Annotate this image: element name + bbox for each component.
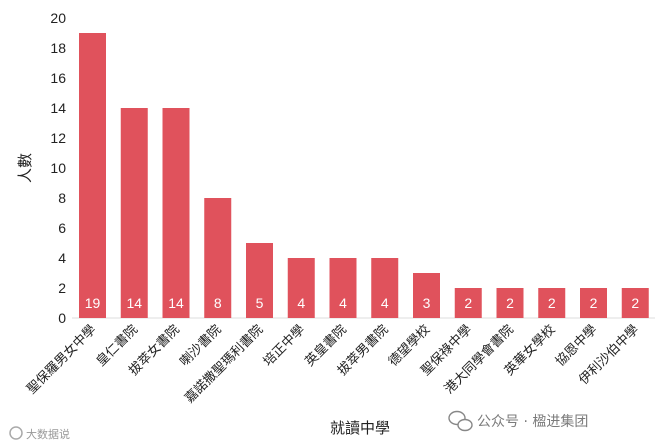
bar xyxy=(413,273,440,318)
y-tick-label: 16 xyxy=(50,70,66,86)
bar-value-label: 8 xyxy=(214,295,222,311)
y-tick-label: 6 xyxy=(58,220,66,236)
bar-value-label: 14 xyxy=(126,295,142,311)
bar xyxy=(454,288,482,318)
y-tick-label: 20 xyxy=(50,10,66,26)
watermark-right: 公众号 · 楹进集团 xyxy=(448,410,588,432)
bars: 19 14 14 8 5 4 4 4 3 2 2 2 2 2 xyxy=(79,33,649,318)
y-tick-label: 8 xyxy=(58,190,66,206)
y-axis-title: 人數 xyxy=(16,153,34,183)
bar-value-label: 19 xyxy=(85,295,101,311)
wechat-icon xyxy=(448,410,473,432)
bar-value-label: 2 xyxy=(506,295,514,311)
bar-value-label: 2 xyxy=(464,295,472,311)
y-tick-label: 14 xyxy=(50,100,66,116)
bar-value-label: 2 xyxy=(590,295,598,311)
y-axis-ticks: 0 2 4 6 8 10 12 14 16 18 20 xyxy=(50,10,66,326)
y-tick-label: 0 xyxy=(58,310,66,326)
bar-value-label: 2 xyxy=(631,295,639,311)
watermark-right-text: 公众号 · 楹进集团 xyxy=(477,413,588,430)
bar-value-label: 4 xyxy=(339,295,347,311)
x-tick-label: 培正中學 xyxy=(260,322,308,370)
bar xyxy=(79,33,106,318)
bar xyxy=(621,288,649,318)
watermark-logo-icon xyxy=(9,426,23,440)
x-tick-label: 聖保羅男女中學 xyxy=(24,322,100,398)
bar xyxy=(120,108,148,318)
bar-value-label: 4 xyxy=(297,295,305,311)
bar xyxy=(329,258,357,318)
x-tick-label: 嘉諾撒聖瑪利書院 xyxy=(181,322,266,407)
bar xyxy=(496,288,524,318)
bar xyxy=(538,288,566,318)
bar xyxy=(246,243,273,318)
bar-value-label: 4 xyxy=(381,295,389,311)
y-tick-label: 12 xyxy=(50,130,66,146)
watermark-left: 大数据说 xyxy=(9,426,70,441)
bar xyxy=(204,198,232,318)
bar-value-label: 3 xyxy=(423,295,431,311)
bar xyxy=(287,258,315,318)
watermark-left-text: 大数据说 xyxy=(26,427,70,441)
x-axis-title: 就讀中學 xyxy=(330,419,390,437)
bar xyxy=(371,258,399,318)
bar-value-label: 14 xyxy=(168,295,184,311)
bar-value-label: 2 xyxy=(548,295,556,311)
bar xyxy=(580,288,607,318)
y-tick-label: 2 xyxy=(58,280,66,296)
bar xyxy=(162,108,190,318)
bar-value-label: 5 xyxy=(256,295,264,311)
y-tick-label: 10 xyxy=(50,160,66,176)
y-tick-label: 18 xyxy=(50,40,66,56)
y-tick-label: 4 xyxy=(58,250,66,266)
x-axis-categories: 聖保羅男女中學皇仁書院拔萃女書院喇沙書院嘉諾撒聖瑪利書院培正中學英皇書院拔萃男書… xyxy=(24,322,642,407)
